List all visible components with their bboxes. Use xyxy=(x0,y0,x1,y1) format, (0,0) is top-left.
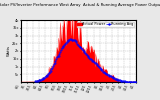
Legend: Actual Power, Running Avg: Actual Power, Running Avg xyxy=(77,22,134,27)
Text: Solar PV/Inverter Performance West Array  Actual & Running Average Power Output: Solar PV/Inverter Performance West Array… xyxy=(0,3,160,7)
Y-axis label: Watts: Watts xyxy=(7,46,11,56)
